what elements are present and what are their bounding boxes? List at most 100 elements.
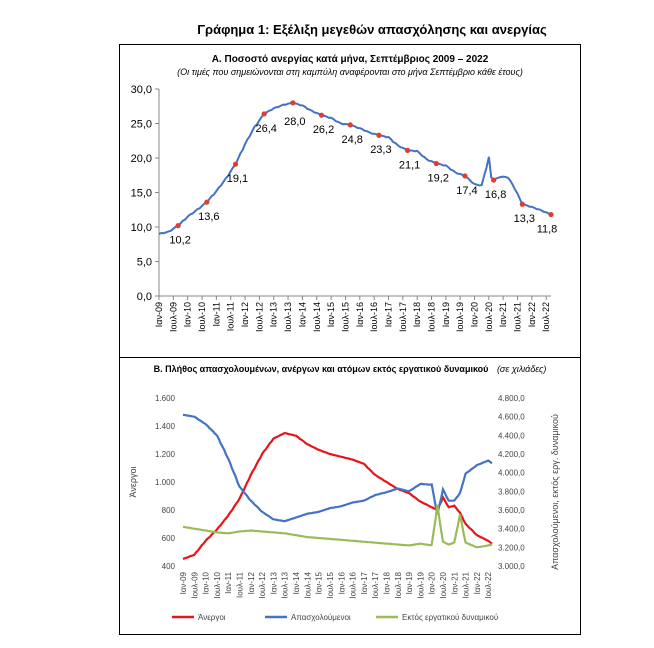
x-tick-label: Ιουλ-16 xyxy=(349,571,358,598)
x-tick-label: Ιουλ-15 xyxy=(340,302,350,332)
x-tick-label: Ιουλ-22 xyxy=(541,302,551,332)
x-tick-label: Ιαν-09 xyxy=(154,302,164,327)
x-tick-label: Ιαν-20 xyxy=(470,302,480,327)
sep-marker xyxy=(433,160,439,167)
x-tick-label: Ιαν-18 xyxy=(412,302,422,327)
panel-a-title: Α. Ποσοστό ανεργίας κατά μήνα, Σεπτέμβρι… xyxy=(211,54,489,65)
x-tick-label: Ιαν-17 xyxy=(360,571,369,594)
right-axis-title: Απασχολούμενοι, εκτός εργ. δυναμικού xyxy=(550,414,560,570)
y-tick-label: 10,0 xyxy=(131,222,152,234)
legend-label: Απασχολούμενοι xyxy=(291,613,351,622)
x-tick-label: Ιαν-09 xyxy=(179,571,188,594)
right-tick-label: 4.600,0 xyxy=(498,413,525,422)
right-tick-label: 4.800,0 xyxy=(498,394,525,403)
x-tick-label: Ιουλ-21 xyxy=(462,571,471,598)
x-tick-label: Ιουλ-13 xyxy=(281,571,290,598)
x-tick-label: Ιαν-13 xyxy=(269,302,279,327)
data-label: 23,3 xyxy=(370,144,391,156)
left-tick-label: 1.600 xyxy=(155,394,176,403)
x-tick-label: Ιαν-14 xyxy=(292,571,301,594)
x-tick-label: Ιουλ-16 xyxy=(369,302,379,332)
panel-b-unit-note: (σε χιλιάδες) xyxy=(496,364,547,374)
x-tick-label: Ιαν-19 xyxy=(405,571,414,594)
sep-marker xyxy=(548,211,554,218)
data-label: 17,4 xyxy=(456,185,477,197)
y-tick-label: 30,0 xyxy=(131,84,152,96)
sep-marker xyxy=(204,199,210,205)
x-tick-label: Ιουλ-21 xyxy=(513,302,523,332)
left-tick-label: 1.200 xyxy=(155,450,176,459)
x-tick-label: Ιουλ-11 xyxy=(236,571,245,598)
left-tick-label: 1.000 xyxy=(155,478,176,487)
right-tick-label: 3.400,0 xyxy=(498,525,525,534)
figure-title: Γράφημα 1: Εξέλιξη μεγεθών απασχόλησης κ… xyxy=(197,22,547,37)
data-label: 10,2 xyxy=(169,235,190,247)
left-axis-title: Άνεργοι xyxy=(128,467,138,498)
x-tick-label: Ιουλ-17 xyxy=(371,571,380,598)
y-tick-label: 25,0 xyxy=(131,119,152,131)
x-tick-label: Ιαν-18 xyxy=(382,571,391,594)
sep-marker xyxy=(491,177,497,183)
x-tick-label: Ιαν-20 xyxy=(428,571,437,594)
data-label: 24,8 xyxy=(342,134,363,146)
y-tick-label: 20,0 xyxy=(131,153,152,165)
x-tick-label: Ιουλ-19 xyxy=(455,302,465,332)
chart-a-svg: 0,0 5,0 10,0 15,0 20,0 25,0 30,0 Ιαν-09 Ιουλ-09 Ι… xyxy=(131,84,558,332)
data-label: 13,6 xyxy=(198,211,219,223)
series-line-1 xyxy=(182,413,493,523)
data-label: 19,2 xyxy=(428,173,449,185)
x-tick-label: Ιαν-17 xyxy=(383,302,393,327)
x-tick-label: Ιουλ-12 xyxy=(254,302,264,332)
data-label: 26,2 xyxy=(313,124,334,136)
x-tick-label: Ιουλ-15 xyxy=(326,571,335,598)
x-tick-label: Ιαν-21 xyxy=(450,571,459,594)
series-line-2 xyxy=(182,504,493,549)
right-tick-label: 4.000,0 xyxy=(498,469,525,478)
x-tick-label: Ιαν-14 xyxy=(297,302,307,327)
legend-label: Άνεργοι xyxy=(198,613,226,622)
legend-label: Εκτός εργατικού δυναμικού xyxy=(402,613,498,622)
x-tick-label: Ιουλ-14 xyxy=(303,571,312,598)
x-tick-label: Ιουλ-10 xyxy=(213,571,222,598)
x-tick-label: Ιαν-16 xyxy=(337,571,346,594)
right-tick-label: 3.200,0 xyxy=(498,543,525,552)
sep-marker xyxy=(376,132,382,138)
x-tick-label: Ιαν-10 xyxy=(202,571,211,594)
x-tick-label: Ιουλ-14 xyxy=(312,302,322,332)
x-tick-label: Ιουλ-13 xyxy=(283,302,293,332)
data-label: 16,8 xyxy=(485,189,506,201)
x-tick-label: Ιουλ-20 xyxy=(484,302,494,332)
chart-b-svg: 400 600 800 1.000 1.200 1.400 1.600 3.000,0 3.20… xyxy=(128,394,560,622)
x-tick-label: Ιαν-11 xyxy=(211,302,221,327)
x-tick-label: Ιουλ-22 xyxy=(484,571,493,598)
sep-marker xyxy=(404,147,411,154)
x-tick-label: Ιουλ-09 xyxy=(168,302,178,332)
x-tick-label: Ιουλ-17 xyxy=(398,302,408,332)
y-tick-label: 15,0 xyxy=(131,188,152,200)
left-tick-label: 400 xyxy=(162,562,176,571)
sep-marker xyxy=(290,100,296,106)
y-tick-label: 5,0 xyxy=(137,257,152,269)
x-tick-label: Ιουλ-10 xyxy=(197,302,207,332)
sep-marker xyxy=(519,201,525,207)
sep-marker xyxy=(232,161,239,167)
x-tick-label: Ιαν-22 xyxy=(527,302,537,327)
sep-marker xyxy=(462,173,468,179)
panel-a-subtitle: (Οι τιμές που σημειώνονται στη καμπύλη α… xyxy=(177,67,523,77)
data-label: 13,3 xyxy=(514,213,535,225)
x-tick-label: Ιαν-12 xyxy=(247,571,256,594)
panel-b: Β. Πλήθος απασχολουμένων, ανέργων και ατ… xyxy=(119,357,581,635)
left-tick-label: 600 xyxy=(162,534,176,543)
sep-marker xyxy=(175,223,181,229)
right-tick-label: 4.200,0 xyxy=(498,450,525,459)
data-label: 26,4 xyxy=(255,123,276,135)
right-tick-label: 4.400,0 xyxy=(498,431,525,440)
x-tick-label: Ιουλ-12 xyxy=(258,571,267,598)
x-tick-label: Ιουλ-09 xyxy=(190,571,199,598)
x-tick-label: Ιαν-13 xyxy=(269,571,278,594)
x-tick-label: Ιουλ-18 xyxy=(426,302,436,332)
x-tick-label: Ιαν-22 xyxy=(473,571,482,594)
y-tick-label: 0,0 xyxy=(137,291,152,303)
data-label: 11,8 xyxy=(537,224,558,236)
x-tick-label: Ιαν-21 xyxy=(498,302,508,327)
